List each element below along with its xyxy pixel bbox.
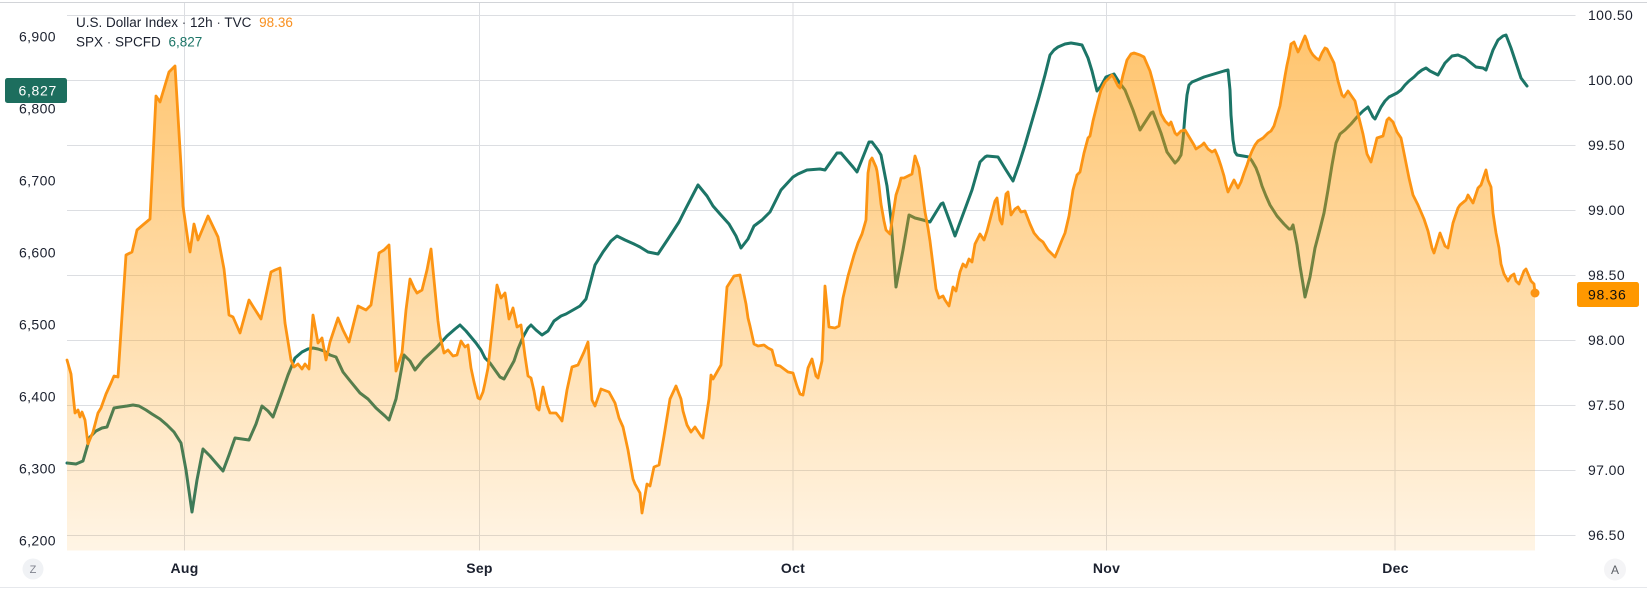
svg-text:6,400: 6,400 — [19, 389, 56, 405]
svg-text:Z: Z — [30, 564, 37, 576]
svg-text:100.00: 100.00 — [1588, 72, 1633, 88]
svg-text:6,600: 6,600 — [19, 245, 56, 261]
svg-text:98.36: 98.36 — [1588, 287, 1627, 303]
svg-text:99.00: 99.00 — [1588, 202, 1625, 218]
svg-text:98.00: 98.00 — [1588, 332, 1625, 348]
svg-text:U.S. Dollar Index · 12h · TVC: U.S. Dollar Index · 12h · TVC 98.36 — [76, 15, 293, 30]
svg-text:6,827: 6,827 — [18, 83, 57, 99]
svg-text:100.50: 100.50 — [1588, 7, 1633, 23]
svg-text:Aug: Aug — [170, 560, 198, 576]
svg-text:6,900: 6,900 — [19, 29, 56, 45]
svg-text:Oct: Oct — [781, 560, 805, 576]
svg-text:97.50: 97.50 — [1588, 397, 1625, 413]
svg-text:A: A — [1611, 563, 1619, 577]
svg-text:96.50: 96.50 — [1588, 527, 1625, 543]
svg-text:98.50: 98.50 — [1588, 267, 1625, 283]
svg-text:6,800: 6,800 — [19, 101, 56, 117]
svg-text:Nov: Nov — [1093, 560, 1120, 576]
svg-text:6,500: 6,500 — [19, 317, 56, 333]
svg-text:97.00: 97.00 — [1588, 462, 1625, 478]
svg-text:Dec: Dec — [1382, 560, 1409, 576]
svg-text:99.50: 99.50 — [1588, 137, 1625, 153]
svg-text:6,700: 6,700 — [19, 173, 56, 189]
svg-text:Sep: Sep — [466, 560, 493, 576]
svg-text:6,300: 6,300 — [19, 461, 56, 477]
svg-text:SPX · SPCFD 6,827: SPX · SPCFD 6,827 — [76, 35, 202, 50]
svg-text:6,200: 6,200 — [19, 533, 56, 549]
